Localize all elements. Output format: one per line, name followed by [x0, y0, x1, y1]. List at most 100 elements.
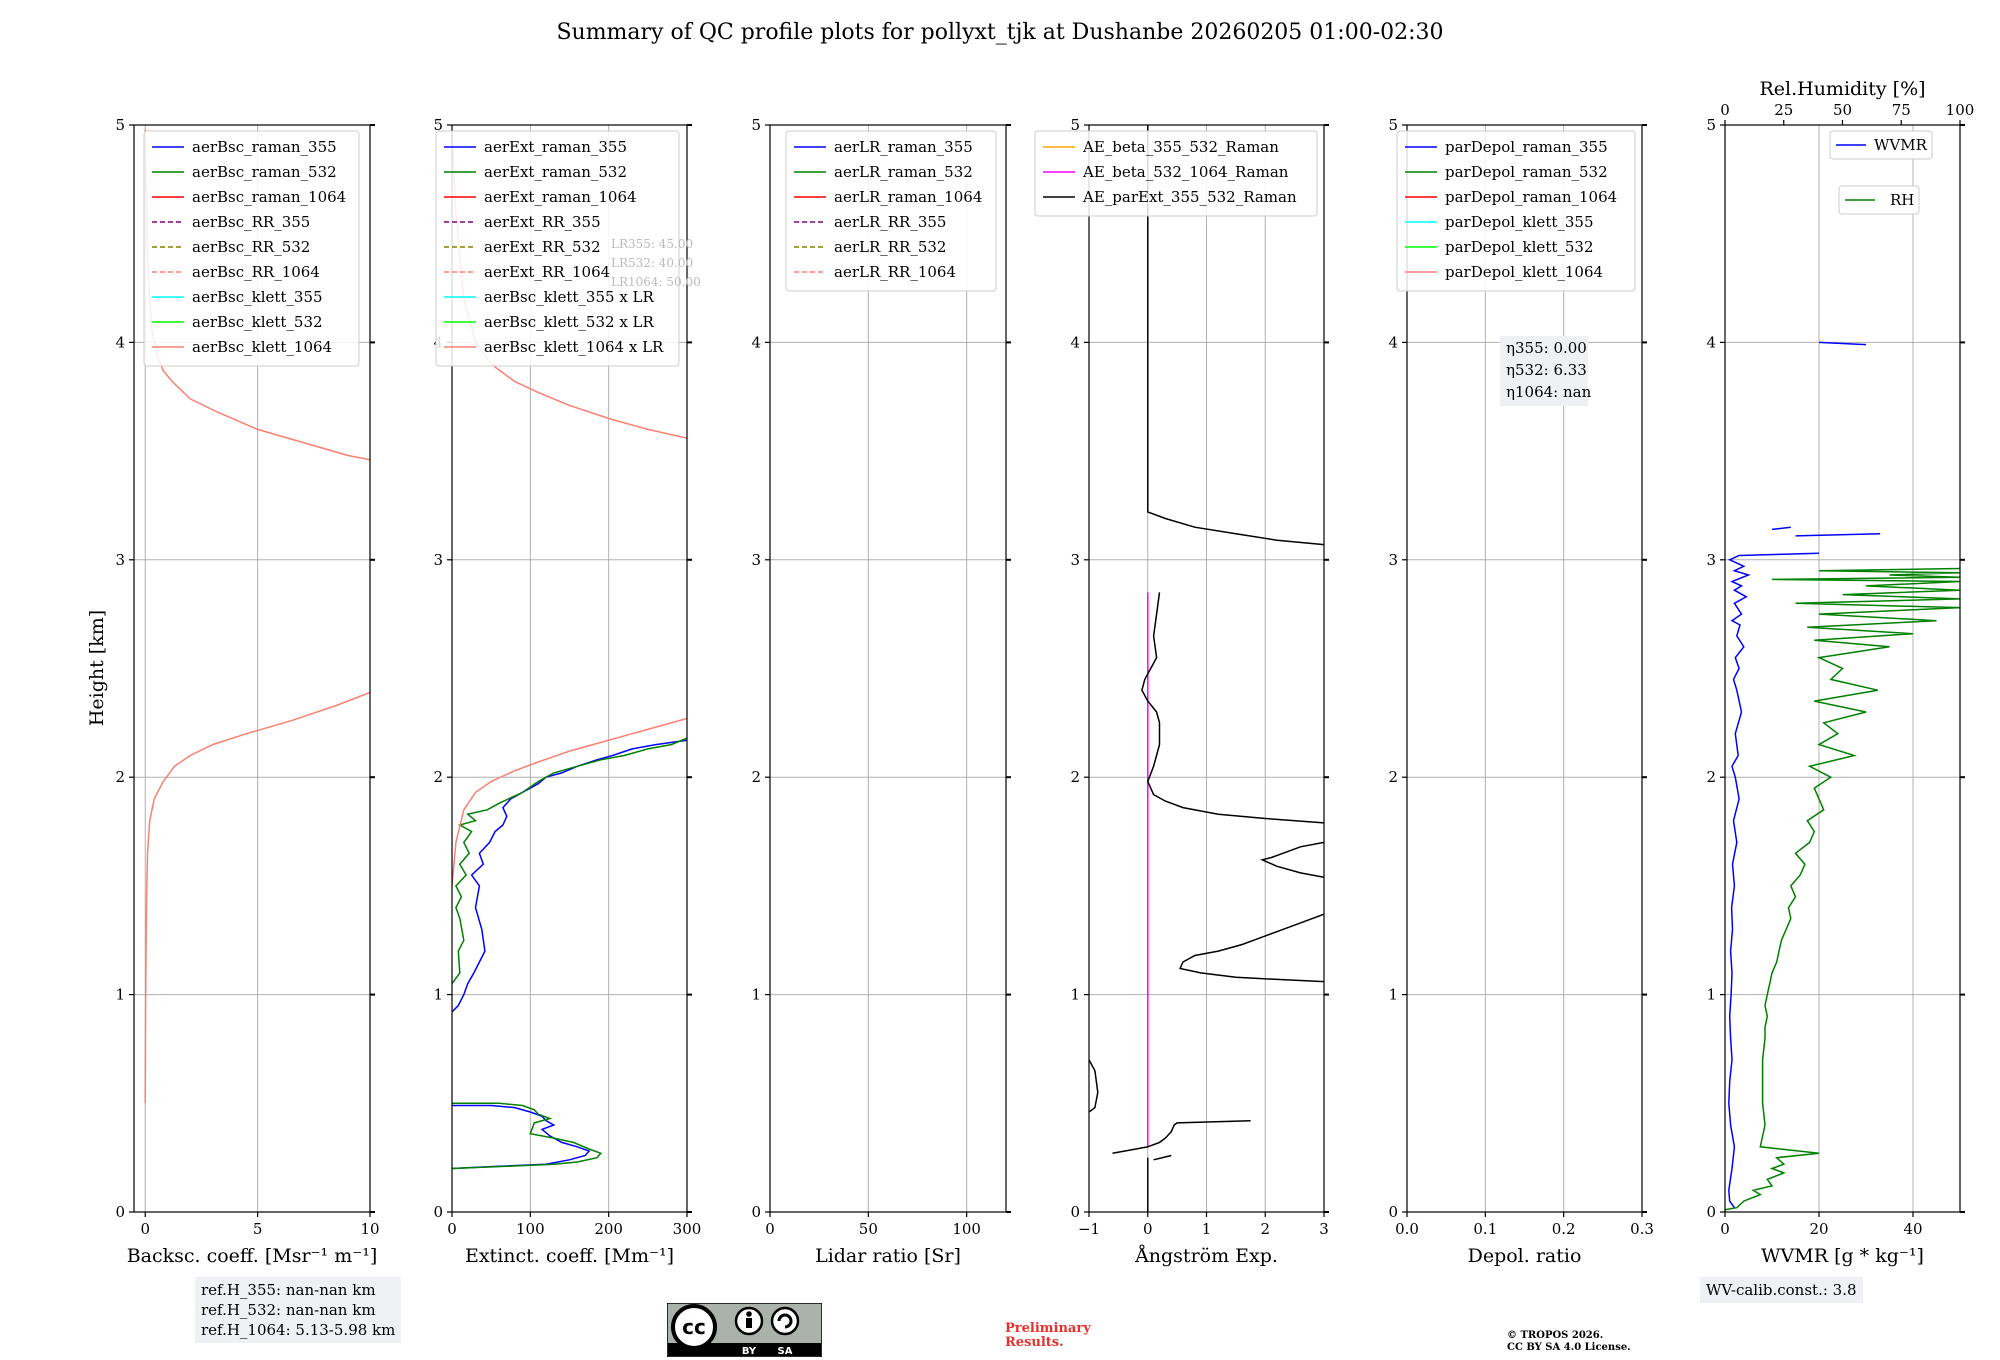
legend-depolarization: parDepol_raman_355 parDepol_raman_532 parD… [1396, 130, 1636, 292]
x-tick-label: 3 [1319, 1220, 1329, 1238]
copyright-line-2: CC BY SA 4.0 License. [1507, 1342, 1631, 1353]
x-axis-label: Extinct. coeff. [Mm⁻¹] [465, 1245, 674, 1267]
y-tick-label: 2 [1388, 768, 1398, 786]
y-tick-label: 3 [1706, 551, 1716, 569]
ref-height-532: ref.H_532: nan-nan km [201, 1301, 376, 1319]
y-tick-label: 1 [751, 986, 761, 1004]
legend-label: parDepol_raman_532 [1445, 163, 1608, 181]
legend-label: aerBsc_klett_532 x LR [484, 313, 655, 331]
y-tick-label: 1 [1070, 986, 1080, 1004]
x-tick-label: 0.3 [1630, 1220, 1654, 1238]
y-tick-label: 5 [115, 116, 125, 134]
legend-frame [1034, 130, 1318, 217]
series-line-WVMR [1727, 552, 1820, 1209]
series-line-AE_parExt_355_532_Raman_hook1 [1259, 841, 1324, 878]
legend-label: aerBsc_raman_1064 [192, 188, 346, 206]
legend-frame [435, 130, 680, 367]
panel-backscatter: 0 1 2 3 4 5 0 5 10 Backsc. coeff. [Msr⁻¹ m⁻¹] aerB… [115, 116, 379, 1267]
legend-label: aerExt_RR_532 [484, 238, 601, 256]
lidar-ratio-note: LR532: 40.00 [611, 256, 693, 270]
series-line-WVMR_upper1 [1795, 532, 1881, 537]
x-axis-label: Depol. ratio [1468, 1245, 1582, 1267]
y-tick-label: 3 [751, 551, 761, 569]
legend-label: aerBsc_klett_355 x LR [484, 288, 655, 306]
y-tick-label: 5 [1388, 116, 1398, 134]
x-tick-label: 0 [765, 1220, 775, 1238]
y-tick-label: 0 [433, 1203, 443, 1221]
y-tick-label: 1 [433, 986, 443, 1004]
y-tick-label: 3 [1388, 551, 1398, 569]
legend-extinction: aerExt_raman_355 aerExt_raman_532 aerExt_r… [435, 130, 680, 367]
series-line-AE_parExt_355_532_Raman_bottom [1112, 1119, 1251, 1155]
y-tick-label: 2 [1706, 768, 1716, 786]
legend-label: parDepol_raman_1064 [1445, 188, 1617, 206]
legend-label: aerBsc_klett_355 [192, 288, 323, 306]
page-title: Summary of QC profile plots for pollyxt_… [556, 20, 1444, 45]
legend-label: aerBsc_raman_532 [192, 163, 337, 181]
y-tick-label: 2 [1070, 768, 1080, 786]
top-tick-label: 0 [1720, 101, 1730, 119]
copyright-notice: © TROPOS 2026. CC BY SA 4.0 License. [1507, 1330, 1631, 1354]
copyright-line-1: © TROPOS 2026. [1507, 1330, 1604, 1341]
axes-frame [1406, 124, 1643, 1213]
panel-depolarization: 0 1 2 3 4 5 0.0 0.1 0.2 0.3 Depol. ratio parDepol_r… [1388, 116, 1653, 1267]
y-tick-label: 0 [1070, 1203, 1080, 1221]
legend-frame [785, 130, 997, 292]
eta-value: η1064: nan [1506, 383, 1592, 401]
series-line-RH [1725, 566, 1960, 1211]
legend-label: parDepol_raman_355 [1445, 138, 1608, 156]
series-line-AE_parExt_355_532_Raman_low [1179, 913, 1324, 983]
legend-label: aerBsc_RR_532 [192, 238, 310, 256]
x-tick-label: 0 [140, 1220, 150, 1238]
cc-icon [671, 1304, 717, 1350]
lidar-ratio-note: LR355: 45.00 [611, 237, 693, 251]
lidar-ratio-note: LR1064: 50.00 [611, 275, 701, 289]
legend-label: aerExt_RR_355 [484, 213, 601, 231]
series-line-WVMR_upper3 [1818, 341, 1867, 346]
x-tick-label: 300 [673, 1220, 702, 1238]
x-axis-label: Lidar ratio [Sr] [815, 1245, 961, 1267]
legend-lidar_ratio: aerLR_raman_355 aerLR_raman_532 aerLR_rama… [785, 130, 997, 292]
y-axis-label: Height [km] [86, 610, 108, 726]
x-tick-label: 5 [253, 1220, 263, 1238]
y-tick-label: 3 [1070, 551, 1080, 569]
x-tick-label: 0 [447, 1220, 457, 1238]
x-tick-label: −1 [1078, 1220, 1100, 1238]
y-tick-label: 5 [751, 116, 761, 134]
sa-badge-label: SA [778, 1346, 793, 1357]
x-tick-label: 50 [859, 1220, 878, 1238]
series-line-aerExt_raman_355 [452, 739, 687, 1013]
legend-label: aerBsc_klett_1064 x LR [484, 338, 664, 356]
y-tick-label: 1 [115, 986, 125, 1004]
legend-label: parDepol_klett_532 [1445, 238, 1594, 256]
legend-frame [143, 130, 360, 367]
y-tick-label: 1 [1706, 986, 1716, 1004]
x-axis-label: Ångström Exp. [1134, 1245, 1278, 1267]
top-tick-label: 100 [1946, 101, 1975, 119]
x-tick-label: 2 [1260, 1220, 1270, 1238]
legend-label: aerExt_RR_1064 [484, 263, 610, 281]
legend-frame [1838, 185, 1920, 215]
legend-label: parDepol_klett_355 [1445, 213, 1594, 231]
sa-share-alike-icon [770, 1306, 800, 1336]
y-tick-label: 5 [433, 116, 443, 134]
series-line-WVMR_upper2 [1771, 526, 1791, 531]
legend-label: aerBsc_RR_355 [192, 213, 310, 231]
legend-label: aerExt_raman_355 [484, 138, 627, 156]
x-tick-label: 40 [1903, 1220, 1922, 1238]
eta-box [1500, 336, 1588, 406]
preliminary-results-note: Preliminary Results. [1005, 1322, 1091, 1350]
eta-value: η532: 6.33 [1506, 361, 1587, 379]
preliminary-line-2: Results. [1005, 1335, 1064, 1350]
y-tick-label: 5 [1706, 116, 1716, 134]
x-tick-label: 1 [1202, 1220, 1212, 1238]
y-tick-label: 2 [751, 768, 761, 786]
y-tick-label: 3 [115, 551, 125, 569]
axes-frame [451, 124, 688, 1213]
series-line-aerBsc_klett_1064 [144, 691, 370, 1104]
x-tick-label: 0.0 [1395, 1220, 1419, 1238]
top-tick-label: 25 [1774, 101, 1793, 119]
legend-label: aerLR_raman_355 [834, 138, 973, 156]
